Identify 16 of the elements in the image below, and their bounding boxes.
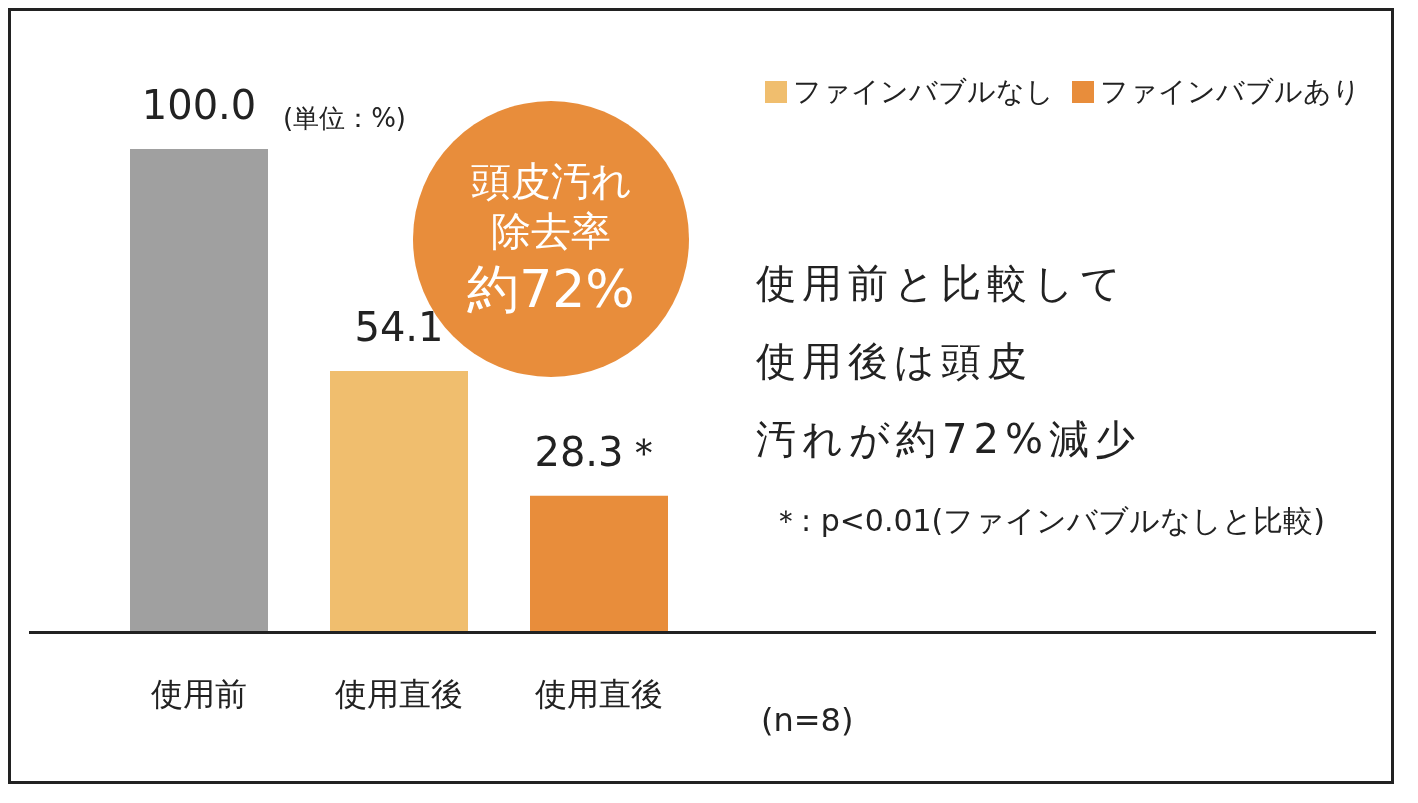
text: ＊: p<0.01(ファインバブルなしと比較) xyxy=(771,502,1326,540)
text: 使用後は頭皮 xyxy=(756,337,1033,386)
legend-label: ファインバブルあり xyxy=(1100,74,1361,110)
legend-label: ファインバブルなし xyxy=(793,74,1054,110)
text: 汚れが約72%減少 xyxy=(756,415,1141,464)
text: (単位：%) xyxy=(283,102,406,135)
text: 使用前と比較して xyxy=(756,259,1127,308)
x-tick-label: 使用直後 xyxy=(335,675,463,714)
data-label: 28.3＊ xyxy=(534,429,664,476)
data-label: 54.1 xyxy=(354,304,444,351)
x-tick-label: 使用前 xyxy=(151,675,247,714)
text: (n=8) xyxy=(761,701,854,739)
data-label: 100.0 xyxy=(141,82,257,129)
x-tick-label: 使用直後 xyxy=(535,675,663,714)
annotation: 約72% xyxy=(467,258,635,321)
annotation: 頭皮汚れ除去率 xyxy=(469,157,633,256)
